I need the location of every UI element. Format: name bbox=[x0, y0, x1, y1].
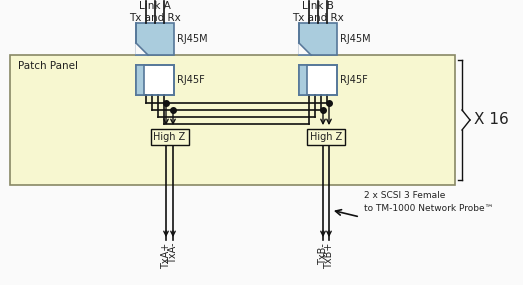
Polygon shape bbox=[136, 43, 148, 55]
Bar bbox=[299, 65, 337, 95]
Bar bbox=[136, 65, 174, 95]
Text: 2 x SCSI 3 Female
to TM-1000 Network Probe™: 2 x SCSI 3 Female to TM-1000 Network Pro… bbox=[364, 192, 494, 213]
Text: TxB+: TxB+ bbox=[324, 243, 334, 269]
Polygon shape bbox=[299, 43, 311, 55]
Text: High Z: High Z bbox=[153, 132, 186, 142]
Text: RJ45F: RJ45F bbox=[177, 75, 204, 85]
Text: RJ45M: RJ45M bbox=[177, 34, 208, 44]
Bar bbox=[299, 23, 337, 55]
Text: Patch Panel: Patch Panel bbox=[18, 61, 78, 71]
Text: TxA+: TxA+ bbox=[161, 243, 171, 269]
Bar bbox=[307, 129, 345, 145]
Text: High Z: High Z bbox=[310, 132, 342, 142]
Bar bbox=[136, 23, 174, 55]
Bar bbox=[151, 129, 188, 145]
Text: RJ45F: RJ45F bbox=[340, 75, 368, 85]
Text: Link B
Tx and Rx: Link B Tx and Rx bbox=[292, 1, 344, 23]
Bar bbox=[136, 65, 144, 95]
Bar bbox=[10, 55, 455, 185]
Text: TxA-: TxA- bbox=[168, 243, 178, 264]
Text: Link A
Tx and Rx: Link A Tx and Rx bbox=[129, 1, 181, 23]
Text: RJ45M: RJ45M bbox=[340, 34, 371, 44]
Bar bbox=[299, 65, 307, 95]
Text: TxB-: TxB- bbox=[318, 243, 328, 265]
Text: X 16: X 16 bbox=[474, 113, 509, 127]
